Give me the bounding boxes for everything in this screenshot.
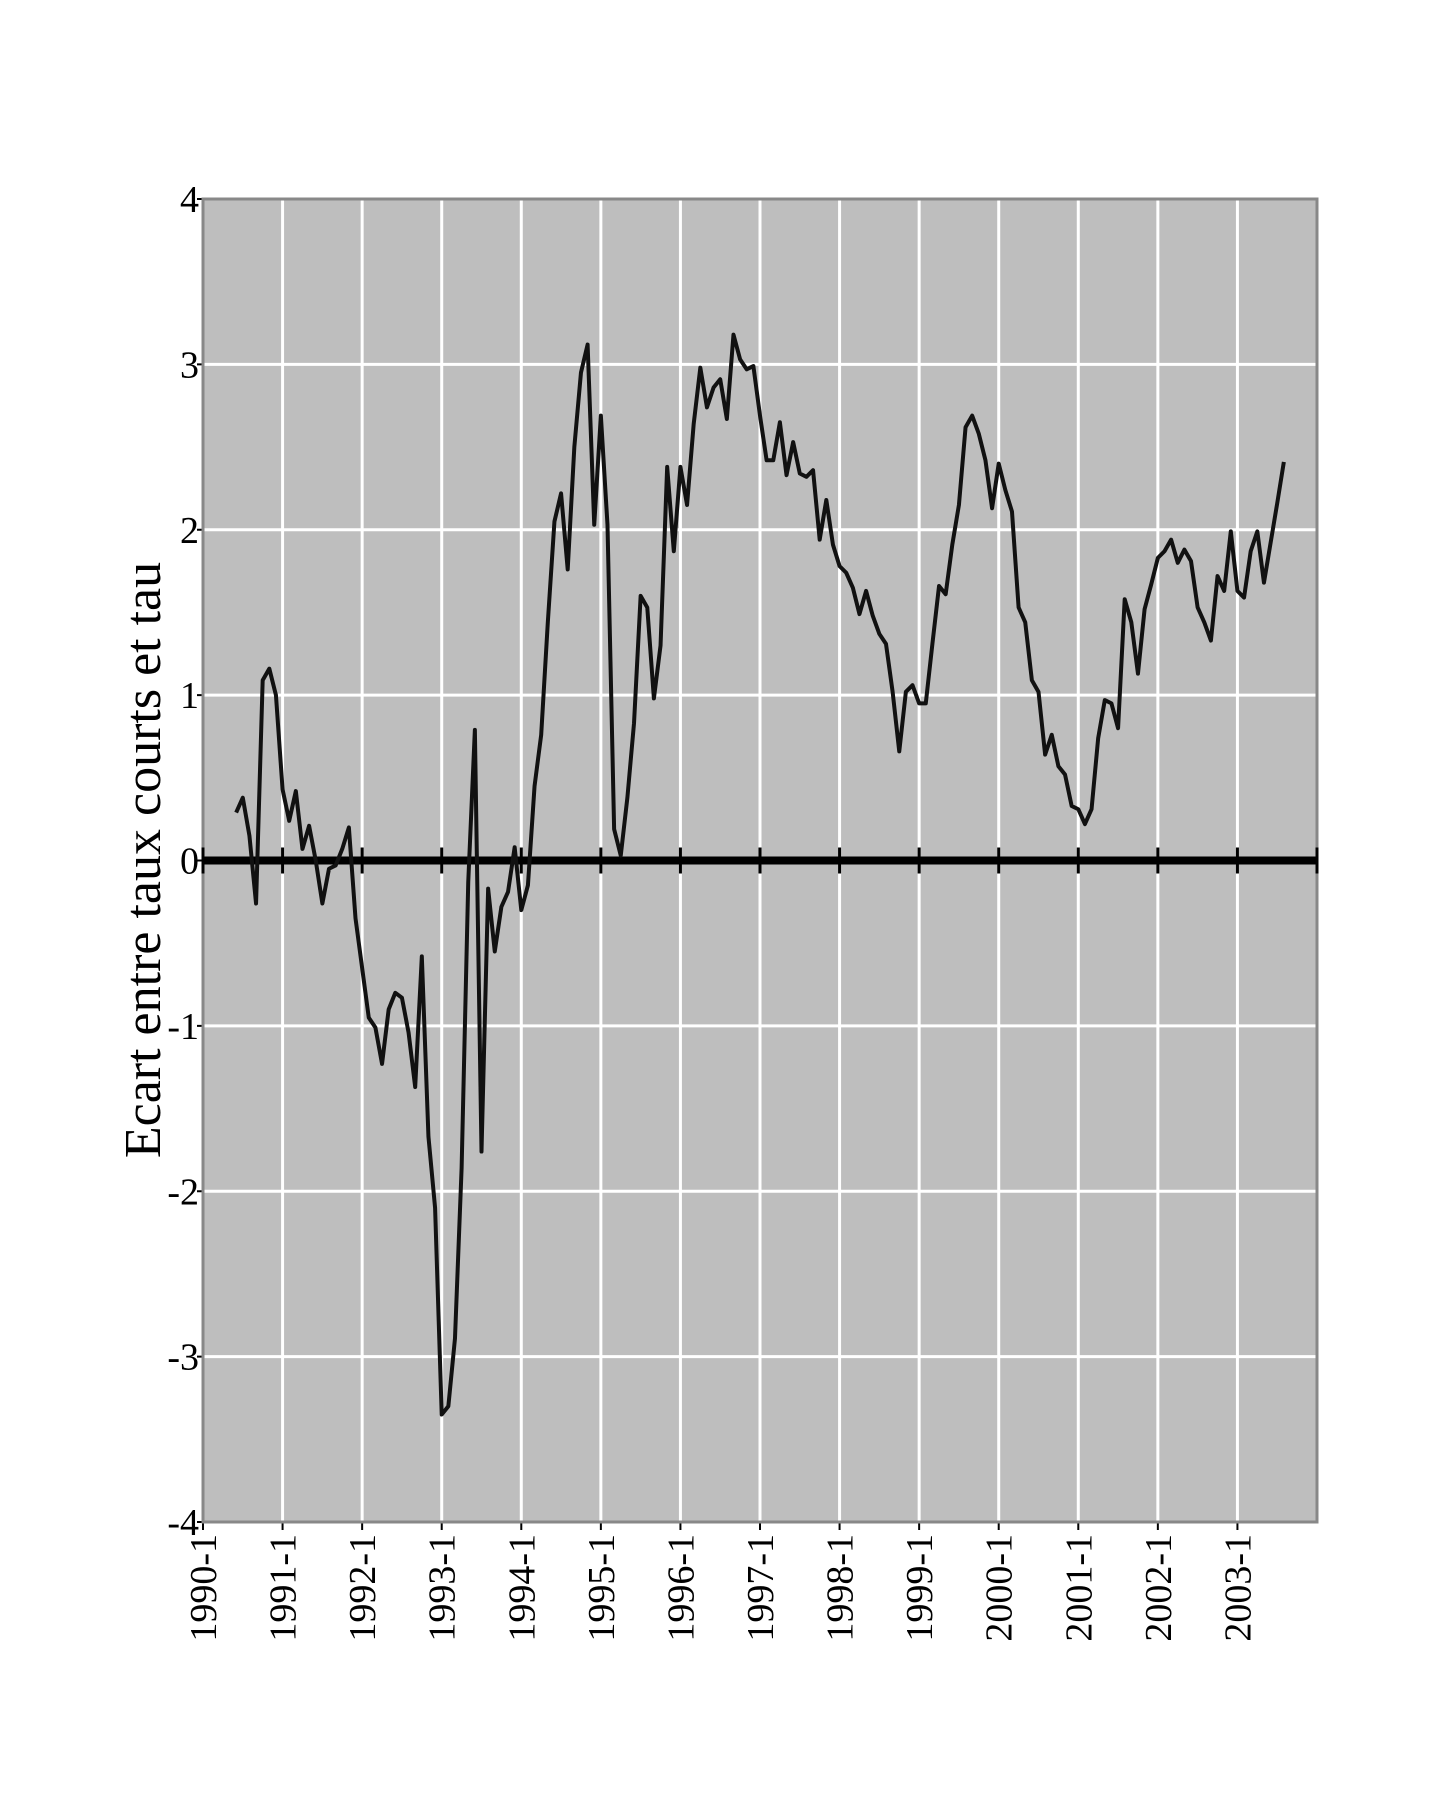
y-tick-label: 1 <box>180 675 199 717</box>
y-tick-label: 4 <box>180 179 199 221</box>
y-tick-label: -2 <box>167 1171 199 1213</box>
y-tick-label: -3 <box>167 1337 199 1379</box>
x-tick-label: 2003-1 <box>1217 1534 1259 1642</box>
x-tick-label: 1994-1 <box>501 1534 543 1642</box>
x-tick-label: 2000-1 <box>979 1534 1021 1642</box>
x-tick-label: 1992-1 <box>342 1534 384 1642</box>
y-tick-label: 3 <box>180 344 199 386</box>
x-tick-label: 1990-1 <box>183 1534 225 1642</box>
x-tick-label: 1995-1 <box>581 1534 623 1642</box>
x-tick-label: 1991-1 <box>263 1534 305 1642</box>
y-tick-label: 2 <box>180 510 199 552</box>
x-tick-label: 1998-1 <box>820 1534 862 1642</box>
x-tick-label: 1997-1 <box>740 1534 782 1642</box>
x-tick-label: 1993-1 <box>422 1534 464 1642</box>
x-tick-label: 1996-1 <box>660 1534 702 1642</box>
x-tick-label: 2001-1 <box>1058 1534 1100 1642</box>
x-tick-label: 1999-1 <box>899 1534 941 1642</box>
data-line <box>234 332 1286 1417</box>
y-tick-label: -4 <box>167 1502 199 1544</box>
y-tick-label: -1 <box>167 1006 199 1048</box>
x-tick-label: 2002-1 <box>1138 1534 1180 1642</box>
y-axis-label: Ecart entre taux courts et tau <box>115 562 172 1158</box>
y-tick-label: 0 <box>180 841 199 883</box>
